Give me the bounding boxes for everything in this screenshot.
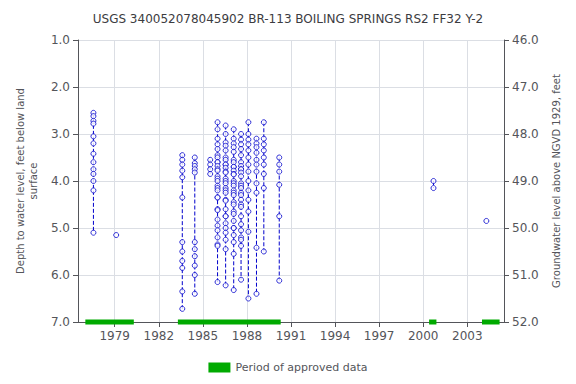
svg-text:51.0: 51.0 (512, 268, 539, 282)
svg-text:4.0: 4.0 (51, 174, 70, 188)
svg-text:2000: 2000 (408, 329, 439, 343)
svg-text:48.0: 48.0 (512, 127, 539, 141)
svg-text:2.0: 2.0 (51, 80, 70, 94)
svg-text:46.0: 46.0 (512, 33, 539, 47)
svg-text:USGS 340052078045902 BR-113 BO: USGS 340052078045902 BR-113 BOILING SPRI… (93, 12, 484, 26)
svg-text:1997: 1997 (364, 329, 395, 343)
svg-text:49.0: 49.0 (512, 174, 539, 188)
svg-text:52.0: 52.0 (512, 315, 539, 329)
svg-text:3.0: 3.0 (51, 127, 70, 141)
svg-text:1994: 1994 (320, 329, 351, 343)
svg-text:Groundwater level above NGVD 1: Groundwater level above NGVD 1929, feet (551, 74, 562, 288)
svg-text:47.0: 47.0 (512, 80, 539, 94)
svg-text:Depth to water level, feet bel: Depth to water level, feet below land (15, 88, 26, 274)
svg-text:1991: 1991 (276, 329, 307, 343)
svg-text:Period of approved data: Period of approved data (235, 361, 367, 374)
svg-text:1979: 1979 (99, 329, 130, 343)
svg-text:5.0: 5.0 (51, 221, 70, 235)
svg-text:1988: 1988 (232, 329, 263, 343)
svg-text:6.0: 6.0 (51, 268, 70, 282)
svg-text:2003: 2003 (452, 329, 483, 343)
svg-text:1982: 1982 (144, 329, 175, 343)
svg-text:50.0: 50.0 (512, 221, 539, 235)
svg-text:surface: surface (28, 163, 39, 200)
svg-text:1985: 1985 (188, 329, 219, 343)
svg-text:7.0: 7.0 (51, 315, 70, 329)
svg-text:1.0: 1.0 (51, 33, 70, 47)
